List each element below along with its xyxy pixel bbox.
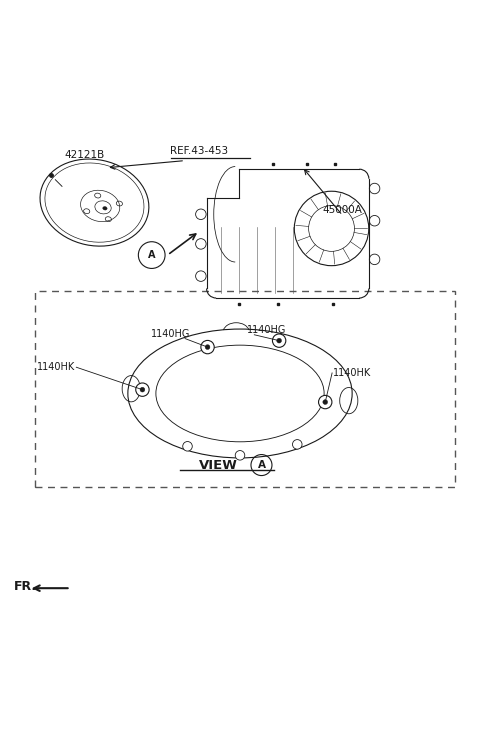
Text: 1140HG: 1140HG [151,329,191,339]
Text: A: A [148,250,156,260]
Circle shape [183,441,192,451]
Text: 1140HK: 1140HK [333,368,372,378]
Circle shape [136,383,149,397]
Circle shape [201,341,214,353]
Circle shape [277,339,281,343]
Circle shape [319,395,332,408]
Circle shape [273,334,286,347]
Text: A: A [257,460,265,470]
Circle shape [235,451,245,460]
Ellipse shape [103,207,107,210]
Circle shape [205,344,210,350]
Text: FR.: FR. [14,580,37,593]
Text: REF.43-453: REF.43-453 [170,147,228,156]
Circle shape [292,440,302,449]
Text: 42121B: 42121B [65,150,105,160]
Text: 45000A: 45000A [323,205,362,214]
Text: 1140HG: 1140HG [247,325,286,335]
Circle shape [323,400,328,405]
Text: VIEW: VIEW [199,458,238,472]
Circle shape [140,388,145,392]
Text: 1140HK: 1140HK [37,362,75,372]
